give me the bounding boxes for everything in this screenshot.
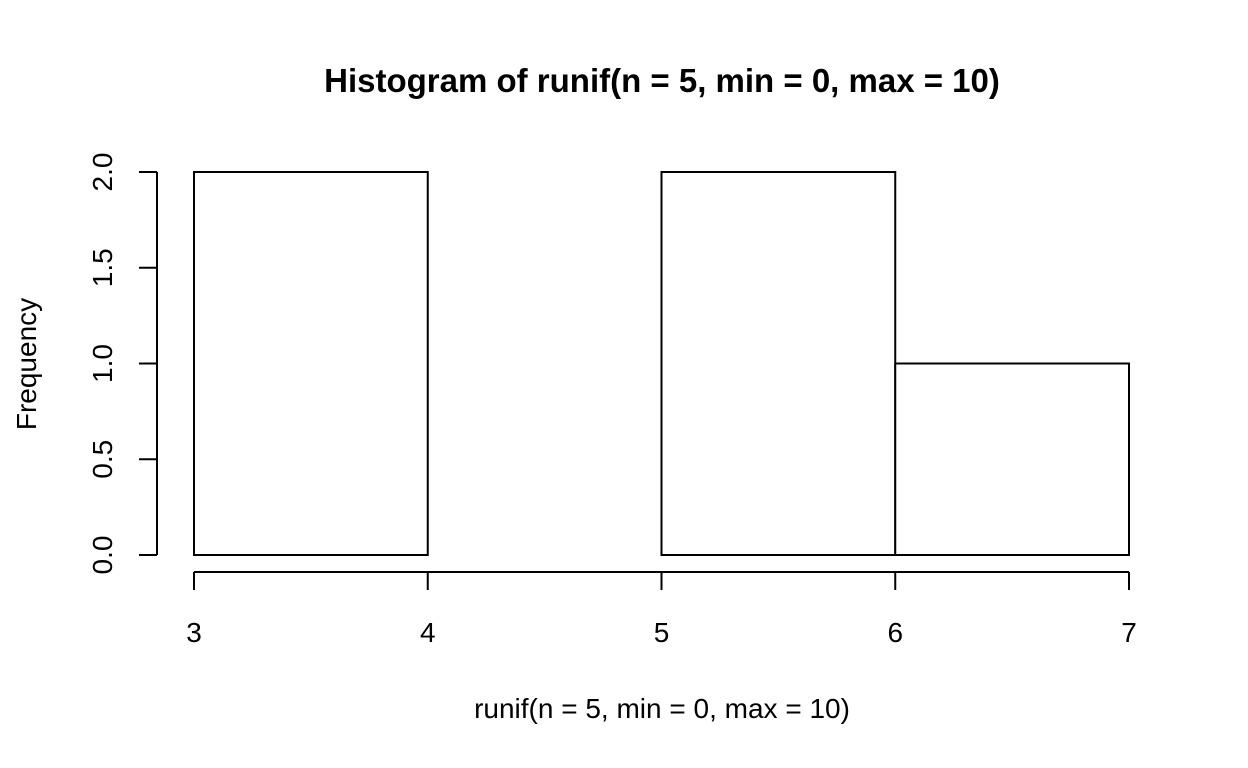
x-axis-label: runif(n = 5, min = 0, max = 10) [474,693,850,724]
histogram-bar-2 [660,171,897,556]
x-tick-label-1: 4 [420,617,436,648]
y-axis-label: Frequency [11,298,42,430]
x-tick-label-2: 5 [654,617,670,648]
y-tick-label-1: 0.5 [87,440,118,479]
y-axis: 0.0 0.5 1.0 1.5 2.0 [87,153,158,575]
histogram-bar-3 [894,362,1130,556]
y-tick-label-3: 1.5 [87,248,118,287]
y-tick-label-2: 1.0 [87,344,118,383]
bars-group [193,171,1130,556]
y-tick-label-0: 0.0 [87,536,118,575]
x-tick-label-3: 6 [887,617,903,648]
x-tick-label-0: 3 [186,617,202,648]
histogram-bar-0 [193,171,429,556]
chart-title: Histogram of runif(n = 5, min = 0, max =… [324,62,1000,99]
y-tick-label-4: 2.0 [87,153,118,192]
x-axis: 3 4 5 6 7 [186,571,1137,648]
x-tick-label-4: 7 [1121,617,1137,648]
